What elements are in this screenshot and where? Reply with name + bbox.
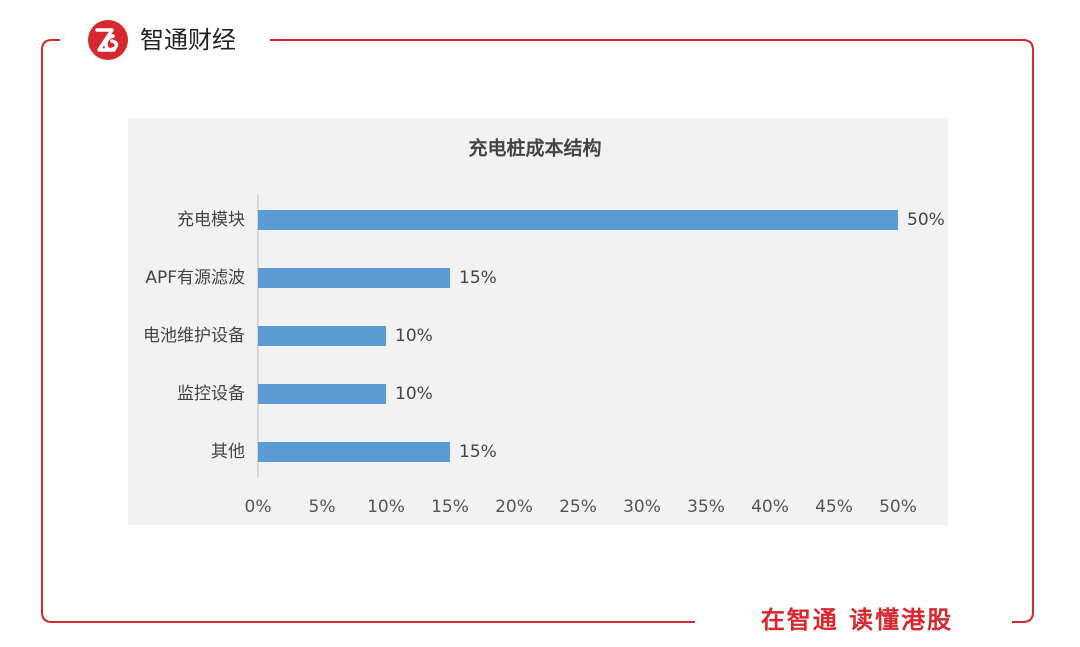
y-tick-label: 其他 [211, 442, 245, 462]
x-tick-label: 0% [245, 497, 272, 517]
value-label: 10% [395, 326, 433, 346]
logo-glyph [95, 28, 119, 52]
chart-background [128, 118, 948, 525]
value-label: 50% [907, 210, 945, 230]
frame-left [41, 39, 695, 623]
plot: 0% 5% 10% 15% 20% 25% 30% 35% 40% 45% 50% 充电模块 50% AP… [143, 195, 945, 517]
y-tick-label: 充电模块 [177, 210, 245, 230]
brand: 智通财经 [140, 26, 236, 54]
x-tick-label: 10% [367, 497, 405, 517]
bar [258, 326, 386, 346]
y-tick-label: 监控设备 [177, 384, 245, 404]
x-tick-label: 20% [495, 497, 533, 517]
y-tick-label: 电池维护设备 [143, 326, 245, 346]
value-label: 10% [395, 384, 433, 404]
slogan: 在智通 读懂港股 [761, 606, 953, 634]
bar [258, 384, 386, 404]
logo [88, 20, 128, 60]
bar [258, 442, 450, 462]
bar [258, 268, 450, 288]
x-tick-label: 35% [687, 497, 725, 517]
x-tick-label: 40% [751, 497, 789, 517]
value-label: 15% [459, 442, 497, 462]
x-tick-label: 15% [431, 497, 469, 517]
chart-title: 充电桩成本结构 [468, 137, 601, 160]
bar [258, 210, 898, 230]
x-tick-label: 50% [879, 497, 917, 517]
x-tick-label: 5% [309, 497, 336, 517]
y-tick-label: APF有源滤波 [145, 268, 245, 288]
x-tick-label: 30% [623, 497, 661, 517]
value-label: 15% [459, 268, 497, 288]
x-tick-label: 25% [559, 497, 597, 517]
frame-right [270, 39, 1034, 623]
x-tick-label: 45% [815, 497, 853, 517]
